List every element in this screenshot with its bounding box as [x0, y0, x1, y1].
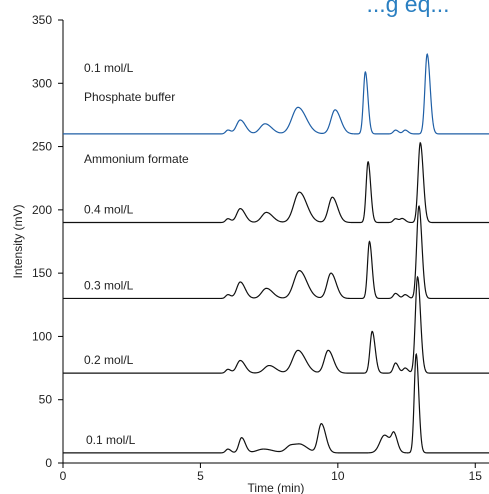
series-label-4: 0.2 mol/L: [84, 353, 134, 367]
y-tick-label: 300: [32, 76, 52, 90]
series-label-1: 0.1 mol/L: [84, 61, 134, 75]
series-line-5: [63, 352, 489, 454]
x-tick-label: 0: [60, 469, 67, 483]
y-tick-label: 250: [32, 140, 52, 154]
y-tick-label: 200: [32, 203, 52, 217]
series-label-5: 0.1 mol/L: [86, 433, 136, 447]
series-line-4: [63, 275, 489, 374]
labels: ...g eq... 0.1 mol/L 0.4 mol/L 0.3 mol/L 0.2…: [84, 0, 450, 447]
series-line-3: [63, 204, 489, 300]
y-axis-label: Intensity (mV): [11, 204, 25, 278]
y-tick-label: 0: [45, 456, 52, 470]
x-tick-label: 5: [197, 469, 204, 483]
chart-title-partial: ...g eq...: [366, 0, 449, 17]
y-tick-label: 100: [32, 329, 52, 343]
axes: 0 50 100 150 200 250 300 350 0 5 10 15 Time (min) Int…: [11, 13, 489, 494]
annotation-phosphate-buffer: Phosphate buffer: [84, 90, 175, 104]
annotation-ammonium-formate: Ammonium formate: [84, 152, 189, 166]
series-label-2: 0.4 mol/L: [84, 203, 134, 217]
x-tick-label: 10: [331, 469, 345, 483]
series-label-3: 0.3 mol/L: [84, 278, 134, 292]
series-line-2: [63, 141, 489, 224]
y-tick-label: 150: [32, 266, 52, 280]
x-tick-label: 15: [469, 469, 483, 483]
y-tick-label: 50: [39, 393, 53, 407]
x-axis-label: Time (min): [248, 481, 305, 494]
series-layer: [63, 53, 489, 454]
y-tick-label: 350: [32, 13, 52, 27]
series-line-1: [63, 53, 489, 135]
